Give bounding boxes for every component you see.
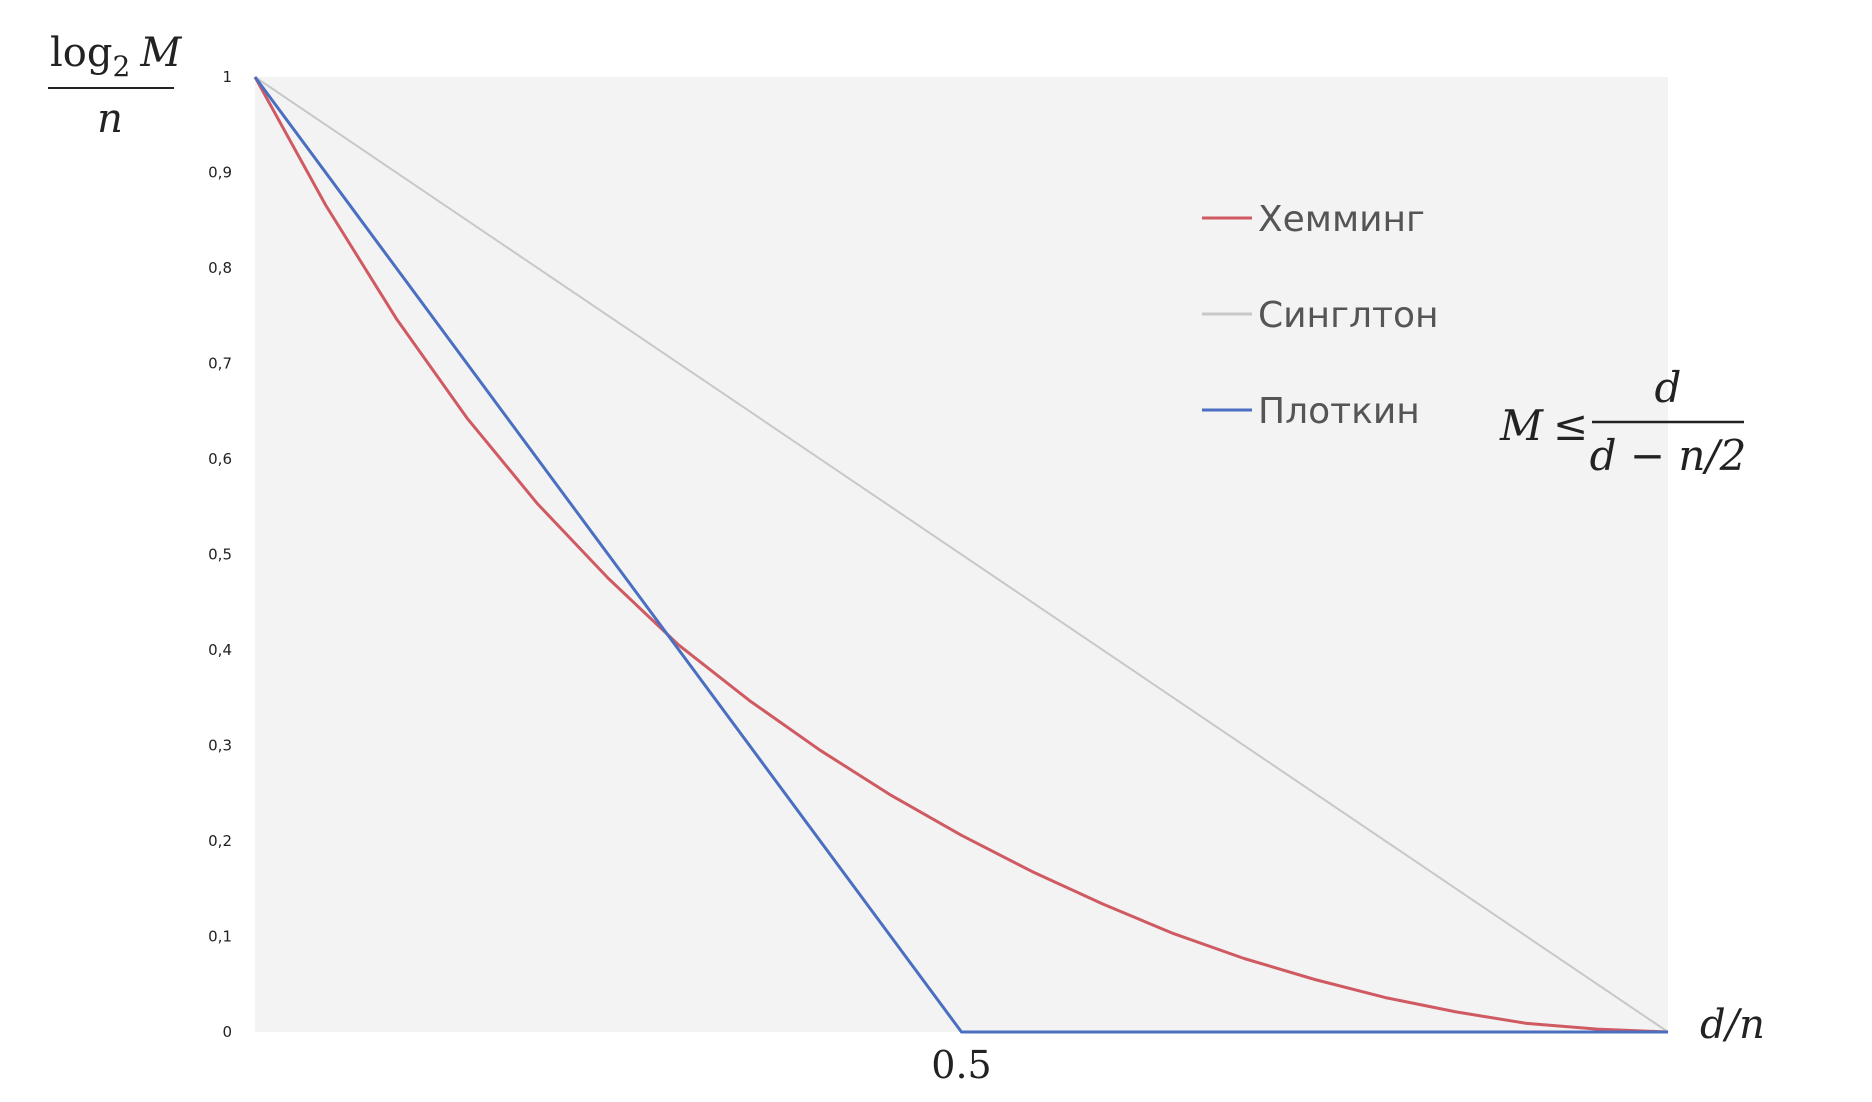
legend-entry-hamming: Хемминг: [1202, 199, 1425, 240]
y-tick-label: 0,4: [208, 641, 232, 659]
x-axis-label-num: d: [1700, 1002, 1726, 1048]
x-axis-label-sep: /: [1722, 1002, 1743, 1048]
x-tick-labels: 0.5: [931, 1043, 991, 1087]
y-axis-label-var: M: [139, 30, 182, 76]
y-tick-label: 0,2: [208, 832, 232, 850]
legend-label: Синглтон: [1258, 295, 1439, 336]
y-axis-label-sub: 2: [112, 50, 130, 83]
y-axis-label: log2 M n: [48, 30, 182, 142]
formula-denominator: d − n/2: [1590, 431, 1747, 480]
x-tick-label: 0.5: [931, 1043, 991, 1087]
y-tick-label: 0,7: [208, 355, 232, 373]
formula-numerator: d: [1655, 363, 1682, 412]
x-axis-label-den: n: [1739, 1002, 1765, 1048]
legend-entry-singleton: Синглтон: [1202, 295, 1439, 336]
y-axis-label-den: n: [97, 96, 123, 142]
legend: Хемминг Синглтон Плоткин: [1202, 199, 1439, 432]
y-tick-label: 1: [222, 68, 232, 86]
y-tick-label: 0,8: [208, 259, 232, 277]
y-tick-labels: 0 0,1 0,2 0,3 0,4 0,5 0,6 0,7 0,8 0,9 1: [208, 68, 232, 1041]
plotkin-formula-annotation: M ≤ d d − n/2: [1499, 363, 1746, 480]
series-line-hamming: [253, 76, 1669, 1034]
y-tick-label: 0,1: [208, 928, 232, 946]
legend-label: Плоткин: [1258, 391, 1420, 432]
y-tick-label: 0,3: [208, 737, 232, 755]
svg-text:M≤: M ≤: [1499, 401, 1588, 450]
legend-entry-plotkin: Плоткин: [1202, 391, 1420, 432]
y-tick-label: 0: [222, 1023, 232, 1041]
series-line-plotkin: [253, 76, 1668, 1034]
legend-label: Хемминг: [1258, 199, 1425, 240]
series-lines: [253, 76, 1669, 1034]
y-tick-label: 0,6: [208, 450, 232, 468]
y-tick-label: 0,9: [208, 164, 232, 182]
formula-lhs: M: [1499, 401, 1544, 450]
y-tick-label: 0,5: [208, 546, 232, 564]
series-line-singleton: [254, 76, 1669, 1033]
x-axis-label: d/n: [1700, 1002, 1765, 1048]
y-axis-label-func: log: [50, 30, 112, 76]
formula-relation: ≤: [1553, 401, 1588, 450]
